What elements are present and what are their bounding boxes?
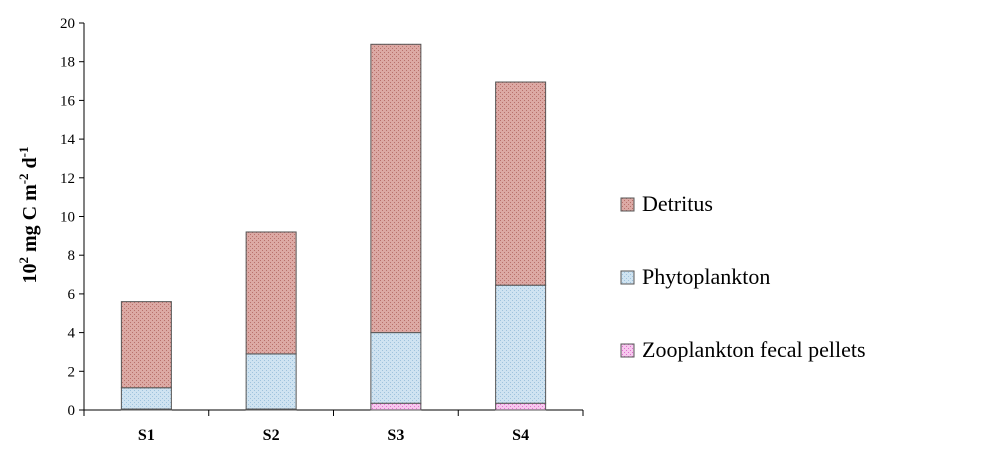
x-tick-label: S2 xyxy=(263,427,280,444)
bar-zooplankton-fecal-pellets xyxy=(495,402,547,411)
bar-phytoplankton xyxy=(495,284,547,404)
bar-detritus xyxy=(495,81,547,286)
bar-detritus xyxy=(245,231,297,355)
bar-stack-s3 xyxy=(370,43,422,411)
y-tick-label: 16 xyxy=(60,93,76,109)
legend-label: Detritus xyxy=(642,191,713,216)
x-tick-label: S3 xyxy=(387,427,404,444)
bar-zooplankton-fecal-pellets xyxy=(370,402,422,411)
x-tick-label: S1 xyxy=(138,427,155,444)
bar-phytoplankton xyxy=(370,332,422,404)
y-tick-label: 18 xyxy=(60,55,75,71)
legend-item-phytoplankton: Phytoplankton xyxy=(620,264,770,289)
y-tick-label: 4 xyxy=(68,326,76,342)
bar-phytoplankton xyxy=(120,387,172,410)
legend-item-zooplankton-fecal-pellets: Zooplankton fecal pellets xyxy=(620,337,866,362)
legend-swatch xyxy=(620,197,635,212)
legend-swatch xyxy=(620,270,635,285)
bar-stack-s4 xyxy=(495,81,547,411)
bar-stack-s1 xyxy=(120,301,172,411)
y-axis-title: 102 mg C m-2 d-1 xyxy=(16,146,41,283)
bar-phytoplankton xyxy=(245,353,297,410)
y-tick-label: 10 xyxy=(60,210,75,226)
y-axis-title-base: 10 xyxy=(19,264,41,284)
bars xyxy=(120,43,547,411)
y-tick-label: 8 xyxy=(68,248,76,264)
y-axis-title-unit-b-sup: -1 xyxy=(16,146,31,157)
legend-item-detritus: Detritus xyxy=(620,191,713,216)
y-tick-label: 14 xyxy=(60,132,76,148)
legend-swatch xyxy=(620,343,635,358)
y-axis-title-unit-a: mg C m xyxy=(19,184,41,257)
y-axis-title-unit-a-sup: -2 xyxy=(16,173,31,184)
y-axis: 0 2 4 6 8 10 12 14 16 18 20 xyxy=(60,16,85,419)
y-tick-label: 6 xyxy=(68,287,76,303)
legend-label: Phytoplankton xyxy=(642,264,770,289)
y-tick-label: 0 xyxy=(68,403,76,419)
bar-detritus xyxy=(120,301,172,389)
x-tick-label: S4 xyxy=(512,427,529,444)
y-axis-title-unit-b: d xyxy=(19,157,41,173)
y-tick-label: 20 xyxy=(60,16,75,32)
bar-stack-s2 xyxy=(245,231,297,411)
y-tick-label: 2 xyxy=(68,364,76,380)
y-axis-title-base-sup: 2 xyxy=(16,257,31,264)
y-tick-label: 12 xyxy=(60,171,75,187)
legend-label: Zooplankton fecal pellets xyxy=(642,337,866,362)
bar-detritus xyxy=(370,43,422,334)
x-axis: S1 S2 S3 S4 xyxy=(83,409,584,444)
legend: Detritus Phytoplankton Zooplankton fecal p… xyxy=(620,191,866,362)
